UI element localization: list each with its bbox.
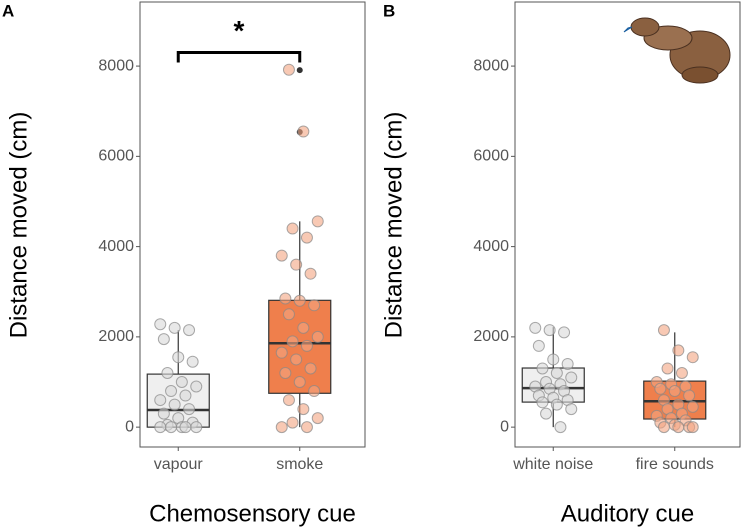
data-point xyxy=(654,382,667,395)
data-point xyxy=(686,400,699,413)
data-point xyxy=(282,308,295,321)
data-point xyxy=(550,366,563,379)
data-point xyxy=(547,353,560,366)
data-point xyxy=(308,299,321,312)
data-point xyxy=(675,366,688,379)
data-point xyxy=(311,330,324,343)
data-point xyxy=(172,351,185,364)
data-point xyxy=(154,318,167,331)
data-point xyxy=(540,407,553,420)
y-tick-label: 0 xyxy=(125,418,134,435)
significance-bracket xyxy=(176,51,302,63)
data-point xyxy=(550,398,563,411)
data-point xyxy=(168,321,181,334)
data-point xyxy=(275,421,288,434)
data-point xyxy=(157,407,170,420)
y-tick-label: 2000 xyxy=(473,328,509,345)
data-point xyxy=(297,321,310,334)
data-point xyxy=(175,376,188,389)
y-tick-label: 4000 xyxy=(473,238,509,255)
data-point xyxy=(672,344,685,357)
data-point xyxy=(161,366,174,379)
lizard-illustration xyxy=(623,17,731,84)
data-point xyxy=(282,394,295,407)
y-axis-label: Distance moved (cm) xyxy=(5,112,32,339)
data-point xyxy=(311,412,324,425)
data-point xyxy=(290,353,303,366)
data-point xyxy=(532,339,545,352)
y-tick-label: 6000 xyxy=(473,148,509,165)
data-point xyxy=(657,324,670,337)
y-tick-label: 8000 xyxy=(98,57,134,74)
y-tick-label: 4000 xyxy=(98,238,134,255)
panel-label: A xyxy=(2,1,14,20)
x-tick-label: vapour xyxy=(154,456,204,473)
x-tick-label: white noise xyxy=(512,456,593,473)
x-tick-label: smoke xyxy=(276,456,323,473)
data-point xyxy=(300,421,313,434)
y-tick-label: 2000 xyxy=(98,328,134,345)
data-point xyxy=(190,421,203,434)
data-point xyxy=(183,324,196,337)
data-point xyxy=(657,421,670,434)
y-tick-label: 0 xyxy=(500,418,509,435)
data-point xyxy=(154,394,167,407)
data-point xyxy=(154,421,167,434)
data-point xyxy=(300,231,313,244)
data-point xyxy=(672,421,685,434)
data-point xyxy=(179,389,192,402)
data-point xyxy=(168,398,181,411)
data-point xyxy=(286,222,299,235)
data-point xyxy=(311,215,324,228)
data-point xyxy=(279,366,292,379)
data-point xyxy=(536,362,549,375)
data-point xyxy=(543,324,556,337)
data-point xyxy=(293,294,306,307)
y-axis-label: Distance moved (cm) xyxy=(380,112,407,339)
x-axis-label: Auditory cue xyxy=(561,500,694,527)
data-point xyxy=(179,421,192,434)
data-point xyxy=(165,421,178,434)
data-point xyxy=(686,421,699,434)
significance-label: * xyxy=(234,15,245,46)
data-point xyxy=(536,396,549,409)
data-point xyxy=(565,371,578,384)
x-axis-label: Chemosensory cue xyxy=(149,500,356,527)
data-point xyxy=(300,339,313,352)
data-point xyxy=(165,385,178,398)
data-point xyxy=(293,376,306,389)
data-point xyxy=(304,267,317,280)
data-point xyxy=(190,380,203,393)
data-point xyxy=(683,389,696,402)
data-point xyxy=(297,125,310,138)
data-point xyxy=(308,385,321,398)
data-point xyxy=(686,351,699,364)
panel-label: B xyxy=(383,1,395,20)
data-point xyxy=(275,249,288,262)
data-point xyxy=(554,421,567,434)
data-point xyxy=(275,346,288,359)
data-point xyxy=(529,321,542,334)
data-point xyxy=(183,403,196,416)
data-point xyxy=(304,362,317,375)
data-point xyxy=(565,403,578,416)
data-point xyxy=(186,355,199,368)
data-point xyxy=(286,335,299,348)
data-point xyxy=(661,362,674,375)
data-point xyxy=(157,333,170,346)
data-point xyxy=(290,258,303,271)
data-point xyxy=(286,416,299,429)
data-point xyxy=(297,403,310,416)
data-point xyxy=(282,63,295,76)
data-point xyxy=(558,326,571,339)
x-tick-label: fire sounds xyxy=(636,456,714,473)
y-tick-label: 8000 xyxy=(473,57,509,74)
data-point xyxy=(279,292,292,305)
y-tick-label: 6000 xyxy=(98,148,134,165)
data-point xyxy=(668,385,681,398)
data-point xyxy=(561,357,574,370)
outlier xyxy=(296,67,303,74)
